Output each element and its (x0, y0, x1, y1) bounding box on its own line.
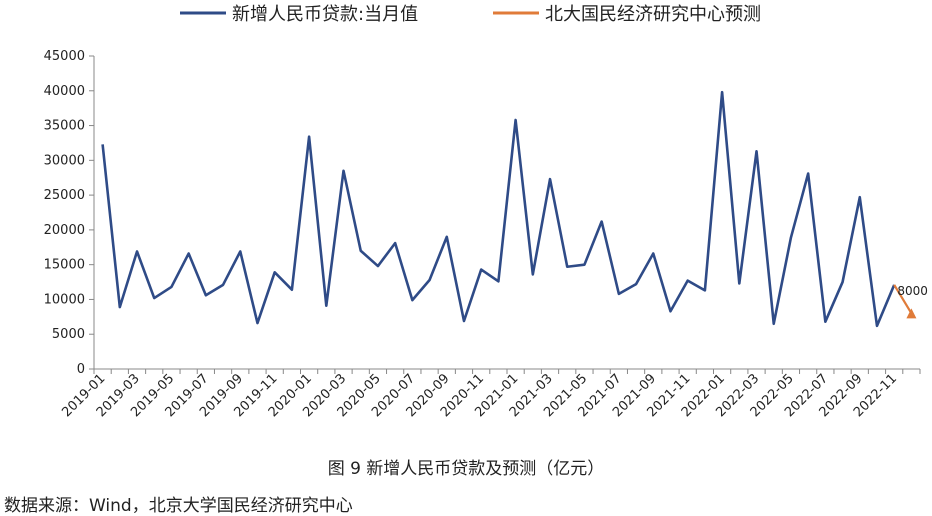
data-source: 数据来源：Wind，北京大学国民经济研究中心 (4, 496, 353, 516)
x-axis-ticks: 2019-012019-032019-052019-072019-092019-… (59, 369, 921, 420)
y-tick-label: 25000 (44, 188, 85, 203)
y-tick-label: 15000 (44, 258, 85, 273)
y-tick-label: 5000 (52, 327, 85, 342)
legend-label-forecast: 北大国民经济研究中心预测 (545, 4, 761, 25)
y-tick-label: 30000 (44, 153, 85, 168)
y-tick-label: 10000 (44, 292, 85, 307)
series-line-forecast (893, 284, 913, 314)
y-tick-label: 35000 (44, 119, 85, 134)
y-tick-label: 45000 (44, 49, 85, 64)
series-lines (101, 90, 917, 328)
figure-caption: 图 9 新增人民币贷款及预测（亿元） (327, 459, 605, 479)
y-axis-ticks: 0 5000 10000 15000 20000 25000 30000 35000 40000… (44, 49, 94, 377)
legend: 新增人民币贷款:当月值 北大国民经济研究中心预测 (180, 4, 761, 25)
y-tick-label: 40000 (44, 84, 85, 99)
data-labels: 8000 (897, 284, 928, 298)
y-tick-label: 0 (77, 362, 85, 377)
forecast-point-marker (906, 308, 917, 319)
series-line-loans (101, 90, 896, 328)
y-tick-label: 20000 (44, 223, 85, 238)
data-label-forecast: 8000 (897, 284, 928, 298)
loans-line-chart: 新增人民币贷款:当月值 北大国民经济研究中心预测 0 5000 10000 15000… (44, 4, 928, 420)
legend-label-loans: 新增人民币贷款:当月值 (232, 4, 418, 25)
